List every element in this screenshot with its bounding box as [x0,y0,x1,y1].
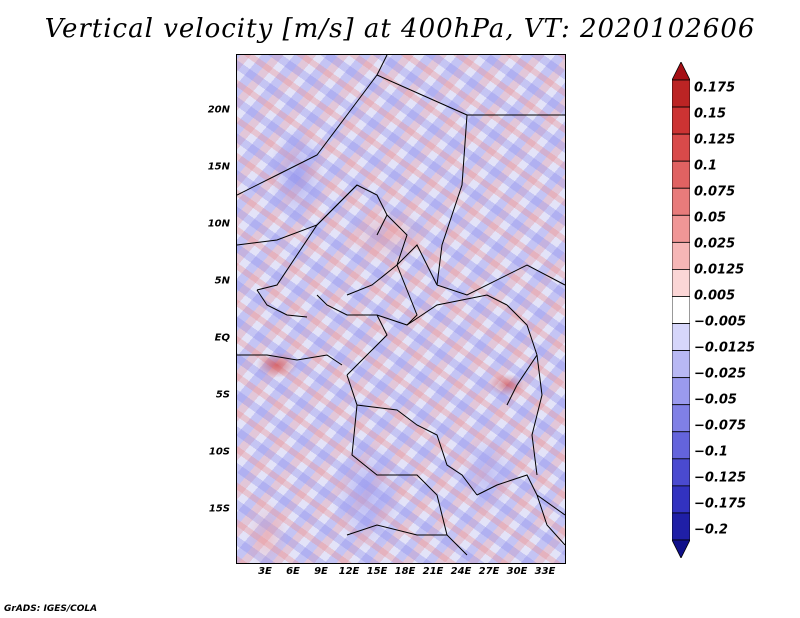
colorbar-segment [672,241,690,270]
colorbar-segment [672,62,690,81]
colorbar-label: 0.075 [694,184,736,200]
x-tick-label: 33E [534,566,556,577]
colorbar-label: 0.025 [694,236,736,252]
colorbar-segment [672,350,690,379]
colorbar-label: −0.075 [694,418,747,434]
y-tick-label: 5S [215,389,230,401]
border-line [476,474,565,516]
colorbar-segment [672,485,690,514]
x-tick-label: 3E [258,566,272,577]
colorbar [672,62,690,558]
colorbar-segment [672,404,690,433]
map-title: Vertical velocity [m/s] at 400hPa, VT: 2… [44,14,756,44]
colorbar-segment [672,106,690,135]
colorbar-label: −0.0125 [694,340,756,356]
border-line [536,494,565,546]
border-line [436,264,565,296]
colorbar-label: 0.15 [694,106,727,122]
colorbar-label: −0.2 [694,522,728,538]
y-tick-label: EQ [214,332,230,344]
border-line [256,184,358,291]
x-tick-label: 6E [286,566,300,577]
x-tick-label: 30E [506,566,528,577]
colorbar-segment [672,79,690,108]
border-line [316,264,418,326]
y-tick-label: 10S [208,446,230,458]
y-tick-label: 15N [207,161,230,173]
border-line [346,374,478,496]
colorbar-segment [672,296,690,324]
colorbar-segment [672,133,690,162]
border-line [237,55,388,196]
border-line [346,314,388,376]
x-tick-label: 27E [478,566,500,577]
border-line [237,354,343,366]
colorbar-segment [672,512,690,541]
colorbar-segment [672,187,690,216]
y-tick-label: 15S [208,503,230,515]
vertical-velocity-map [236,54,566,564]
country-borders [237,55,565,556]
colorbar-segment [672,214,690,243]
x-tick-label: 15E [366,566,388,577]
x-tick-label: 24E [450,566,472,577]
border-line [406,294,508,326]
border-line [346,214,408,296]
colorbar-segment [672,269,690,297]
x-tick-label: 12E [338,566,360,577]
border-line [346,524,447,536]
border-line [396,244,438,286]
y-tick-label: 10N [207,218,230,230]
colorbar-label: −0.125 [694,470,747,486]
y-tick-label: 20N [207,104,230,116]
colorbar-label: 0.0125 [694,262,745,278]
border-line [376,74,468,286]
x-tick-label: 21E [422,566,444,577]
border-line [351,404,468,556]
colorbar-label: −0.05 [694,392,737,408]
colorbar-label: 0.175 [694,80,736,96]
colorbar-label: −0.005 [694,314,747,330]
colorbar-label: 0.05 [694,210,727,226]
colorbar-segment [672,539,690,558]
border-line [256,289,308,318]
colorbar-label: −0.1 [694,444,728,460]
colorbar-segment [672,431,690,460]
colorbar-segment [672,160,690,189]
border-line [237,184,388,246]
x-tick-label: 9E [314,566,328,577]
colorbar-label: −0.175 [694,496,747,512]
colorbar-segment [672,377,690,406]
colorbar-label: −0.025 [694,366,747,382]
colorbar-label: 0.005 [694,288,736,304]
x-tick-label: 18E [394,566,416,577]
colorbar-label: 0.1 [694,158,718,174]
colorbar-label: 0.125 [694,132,736,148]
colorbar-segment [672,458,690,487]
colorbar-segment [672,323,690,351]
border-line [531,354,543,476]
border-line [506,304,538,406]
y-tick-label: 5N [214,275,230,287]
grads-credit: GrADS: IGES/COLA [4,604,98,614]
